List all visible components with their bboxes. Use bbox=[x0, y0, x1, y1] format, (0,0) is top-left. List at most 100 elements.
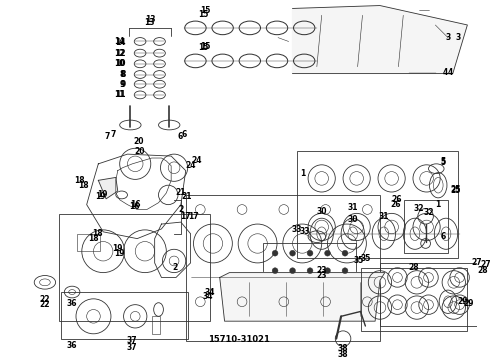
Text: 4: 4 bbox=[443, 68, 448, 77]
Bar bbox=[152, 316, 160, 334]
Text: 15710-31021: 15710-31021 bbox=[208, 336, 270, 345]
Circle shape bbox=[307, 268, 313, 274]
Text: 32: 32 bbox=[423, 208, 434, 217]
Text: 9: 9 bbox=[119, 80, 124, 89]
Text: 3: 3 bbox=[445, 33, 451, 42]
Circle shape bbox=[290, 268, 295, 274]
Text: 37: 37 bbox=[127, 336, 138, 345]
Text: 17: 17 bbox=[188, 212, 198, 221]
Text: 20: 20 bbox=[135, 147, 146, 156]
Text: 32: 32 bbox=[414, 204, 424, 213]
Text: 36: 36 bbox=[67, 341, 77, 350]
Text: 28: 28 bbox=[409, 263, 419, 272]
Text: 13: 13 bbox=[145, 18, 155, 27]
Text: 28: 28 bbox=[477, 266, 488, 275]
Text: 31: 31 bbox=[379, 212, 389, 221]
Text: 6: 6 bbox=[441, 232, 446, 241]
Text: 13: 13 bbox=[146, 15, 156, 24]
Circle shape bbox=[272, 268, 278, 274]
Text: 2: 2 bbox=[178, 205, 184, 214]
Text: 22: 22 bbox=[40, 295, 50, 304]
Text: 6: 6 bbox=[178, 132, 183, 141]
Polygon shape bbox=[293, 5, 467, 73]
Text: 14: 14 bbox=[115, 38, 125, 47]
Text: 18: 18 bbox=[74, 176, 85, 185]
Text: 16: 16 bbox=[129, 202, 140, 211]
Circle shape bbox=[342, 268, 348, 274]
Text: 36: 36 bbox=[67, 299, 77, 308]
Text: 29: 29 bbox=[464, 299, 474, 308]
Text: 18: 18 bbox=[88, 234, 98, 243]
Circle shape bbox=[272, 250, 278, 256]
Text: 7: 7 bbox=[104, 132, 110, 141]
Text: 23: 23 bbox=[317, 266, 327, 275]
Circle shape bbox=[342, 250, 348, 256]
Text: 22: 22 bbox=[40, 300, 50, 309]
Circle shape bbox=[290, 250, 295, 256]
Bar bbox=[186, 195, 380, 341]
Text: 38: 38 bbox=[338, 350, 348, 359]
Text: 23: 23 bbox=[317, 271, 327, 280]
Text: 10: 10 bbox=[114, 59, 124, 68]
Text: 4: 4 bbox=[447, 68, 452, 77]
Text: 31: 31 bbox=[347, 203, 358, 212]
Text: 15: 15 bbox=[200, 42, 210, 51]
Text: 5: 5 bbox=[441, 158, 445, 167]
Text: 11: 11 bbox=[115, 90, 125, 99]
Text: 19: 19 bbox=[113, 244, 123, 253]
Text: 14: 14 bbox=[114, 37, 124, 46]
Bar bbox=[361, 268, 467, 331]
Circle shape bbox=[324, 268, 330, 274]
Text: 6: 6 bbox=[181, 130, 186, 139]
Text: 1: 1 bbox=[436, 200, 441, 209]
Text: 29: 29 bbox=[457, 297, 468, 306]
Text: 19: 19 bbox=[98, 190, 108, 199]
Bar bbox=[404, 200, 448, 253]
Bar bbox=[77, 234, 100, 251]
Bar bbox=[264, 243, 356, 282]
Text: 16: 16 bbox=[130, 201, 141, 210]
Text: 26: 26 bbox=[391, 200, 401, 209]
Text: 8: 8 bbox=[119, 70, 124, 79]
Text: 21: 21 bbox=[175, 189, 186, 198]
Text: 18: 18 bbox=[93, 229, 103, 238]
Text: 5: 5 bbox=[440, 157, 445, 166]
Bar bbox=[59, 214, 210, 321]
Text: 25: 25 bbox=[450, 185, 461, 194]
Text: 38: 38 bbox=[338, 344, 348, 353]
Text: 2: 2 bbox=[172, 263, 178, 272]
Text: 12: 12 bbox=[115, 49, 125, 58]
Text: 33: 33 bbox=[299, 227, 310, 236]
Text: 11: 11 bbox=[114, 90, 124, 99]
Text: 8: 8 bbox=[120, 70, 125, 79]
Text: 3: 3 bbox=[456, 33, 461, 42]
Text: 24: 24 bbox=[185, 161, 196, 170]
Bar bbox=[61, 292, 188, 339]
Text: 26: 26 bbox=[392, 195, 402, 204]
Circle shape bbox=[307, 250, 313, 256]
Text: 33: 33 bbox=[292, 225, 302, 234]
Text: 9: 9 bbox=[120, 80, 125, 89]
Circle shape bbox=[324, 250, 330, 256]
Polygon shape bbox=[220, 273, 385, 321]
Text: 7: 7 bbox=[110, 130, 116, 139]
Text: 15: 15 bbox=[198, 43, 208, 52]
Bar bbox=[380, 263, 477, 326]
Text: 18: 18 bbox=[78, 181, 89, 190]
Text: 1: 1 bbox=[300, 169, 306, 178]
Text: 30: 30 bbox=[317, 207, 327, 216]
Text: 17: 17 bbox=[180, 212, 191, 221]
Bar bbox=[297, 151, 458, 258]
Text: 37: 37 bbox=[127, 342, 138, 351]
Text: 20: 20 bbox=[134, 138, 145, 147]
Text: 19: 19 bbox=[114, 249, 124, 258]
Text: 34: 34 bbox=[204, 288, 215, 297]
Text: 35: 35 bbox=[361, 253, 371, 262]
Text: 10: 10 bbox=[115, 59, 125, 68]
Text: 25: 25 bbox=[450, 185, 460, 194]
Text: 19: 19 bbox=[96, 192, 106, 201]
Text: 15: 15 bbox=[198, 10, 208, 19]
Text: 34: 34 bbox=[202, 292, 213, 301]
Text: 27: 27 bbox=[480, 260, 490, 269]
Text: 12: 12 bbox=[114, 49, 124, 58]
